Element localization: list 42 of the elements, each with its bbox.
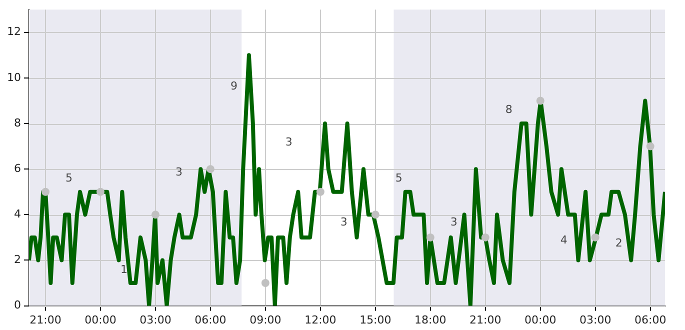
point bbox=[96, 188, 104, 196]
y-tick-label: 2 bbox=[14, 253, 21, 266]
point bbox=[426, 233, 434, 242]
point bbox=[151, 210, 160, 219]
x-tick-label: 03:00 bbox=[580, 313, 612, 326]
annotation: 3 bbox=[450, 216, 458, 229]
point bbox=[316, 188, 324, 196]
x-tick-label: 03:00 bbox=[140, 313, 172, 326]
annotation: 3 bbox=[175, 165, 182, 178]
point bbox=[261, 279, 270, 288]
point bbox=[41, 188, 50, 196]
point bbox=[481, 233, 490, 242]
x-tick-label: 18:00 bbox=[414, 313, 446, 326]
x-tick-label: 00:00 bbox=[84, 313, 116, 326]
annotation: 4 bbox=[560, 233, 568, 246]
x-tick-label: 21:00 bbox=[470, 313, 502, 326]
annotation: 1 bbox=[120, 263, 128, 276]
x-tick-label: 21:00 bbox=[30, 313, 62, 326]
x-tick-label: 12:00 bbox=[304, 313, 336, 326]
point bbox=[536, 96, 544, 105]
y-tick-label: 10 bbox=[6, 70, 21, 84]
x-tick-label: 00:00 bbox=[524, 313, 556, 326]
point bbox=[646, 142, 654, 150]
y-tick-label: 4 bbox=[14, 208, 21, 221]
x-tick-label: 06:00 bbox=[194, 313, 226, 326]
annotation: 8 bbox=[505, 103, 512, 116]
annotation: 3 bbox=[340, 216, 348, 229]
y-tick-label: 8 bbox=[14, 116, 21, 130]
annotation: 3 bbox=[285, 136, 292, 149]
x-tick-label: 06:00 bbox=[634, 313, 666, 326]
annotation: 5 bbox=[65, 171, 72, 184]
annotation: 5 bbox=[395, 171, 402, 184]
point bbox=[591, 233, 600, 242]
x-tick-label: 09:00 bbox=[250, 313, 282, 326]
y-tick-label: 0 bbox=[14, 298, 21, 312]
point bbox=[371, 210, 380, 219]
y-tick-label: 12 bbox=[6, 25, 21, 38]
annotation: 9 bbox=[230, 79, 238, 92]
x-tick-label: 15:00 bbox=[360, 313, 392, 326]
annotation: 2 bbox=[615, 236, 622, 250]
y-tick-label: 6 bbox=[14, 162, 21, 175]
point bbox=[206, 165, 214, 174]
